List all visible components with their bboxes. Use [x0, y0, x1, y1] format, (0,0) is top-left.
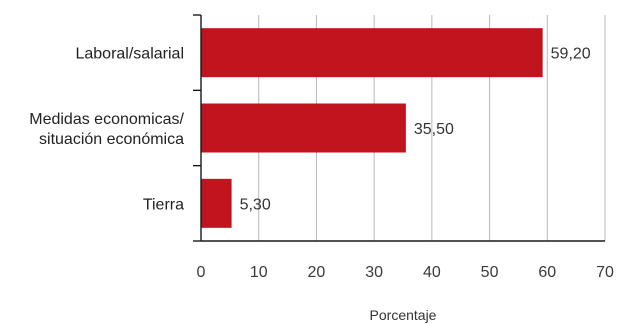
x-tick-label-30: 30	[365, 264, 383, 281]
x-tick-label-10: 10	[250, 264, 268, 281]
x-tick-label-60: 60	[538, 264, 556, 281]
x-tick-label-50: 50	[481, 264, 499, 281]
x-tick-label-20: 20	[308, 264, 326, 281]
bar-1	[201, 103, 406, 153]
data-label-1: 35,50	[414, 121, 454, 138]
x-tick-label-0: 0	[197, 264, 206, 281]
axes	[193, 14, 605, 242]
category-label-1-line-1: situación económica	[39, 131, 184, 148]
category-label-2: Tierra	[143, 196, 184, 213]
bars	[201, 28, 543, 228]
x-tick-label-40: 40	[423, 264, 441, 281]
x-tick-label-70: 70	[596, 264, 614, 281]
category-label-1-line-0: Medidas economicas/	[29, 111, 184, 128]
x-axis-title: Porcentaje	[370, 307, 437, 323]
category-label-0: Laboral/salarial	[75, 46, 184, 63]
data-label-0: 59,20	[551, 46, 591, 63]
bar-2	[201, 178, 232, 228]
data-label-2: 5,30	[240, 196, 271, 213]
bar-0	[201, 28, 543, 78]
labels: 0 10 20 30 40 50 60 70 59,20 Laboral/salarial 35,5…	[29, 46, 614, 281]
